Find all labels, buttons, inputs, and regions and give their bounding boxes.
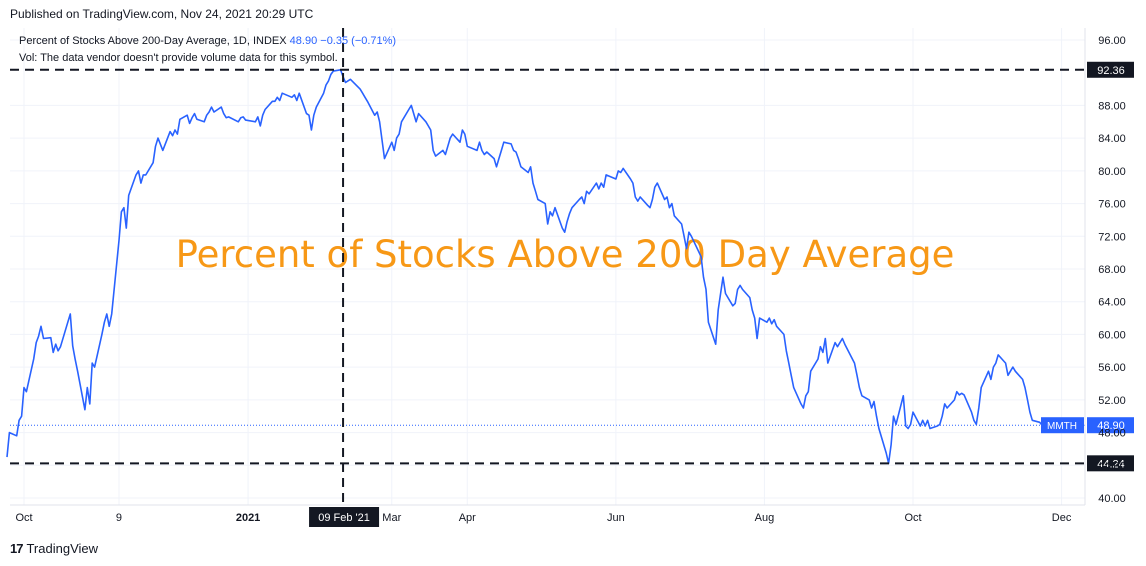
tradingview-brand: TradingView (26, 541, 99, 556)
x-tick-label: Aug (755, 512, 775, 524)
y-tick-label: 44.00 (1098, 460, 1126, 472)
y-tick-label: 96.00 (1098, 35, 1126, 47)
x-tick-label: 2021 (236, 512, 260, 524)
high-price-label: 92.36 (1097, 65, 1125, 77)
x-tick-label: Apr (459, 512, 476, 524)
x-tick-label: Jun (607, 512, 625, 524)
y-tick-label: 76.00 (1098, 199, 1126, 211)
series-layer (6, 69, 1043, 465)
y-tick-label: 72.00 (1098, 231, 1126, 243)
x-tick-label: Oct (15, 512, 32, 524)
y-tick-label: 40.00 (1098, 493, 1126, 505)
crosshair-date-box (309, 507, 380, 527)
symbol-legend[interactable]: Percent of Stocks Above 200-Day Average,… (19, 35, 396, 47)
volume-note: Vol: The data vendor doesn't provide vol… (19, 52, 338, 64)
y-tick-label: 48.00 (1098, 428, 1126, 440)
y-tick-label: 68.00 (1098, 264, 1126, 276)
symbol-tag: MMTH (1047, 421, 1077, 432)
watermark-layer: Percent of Stocks Above 200 Day Average (176, 233, 955, 276)
x-tick-label: 9 (116, 512, 122, 524)
x-tick-label: Dec (1052, 512, 1072, 524)
high-price-label-box (1087, 61, 1134, 78)
overlay-layer: 92.36 44.24 MMTH 48.90 09 Feb '21 (10, 28, 1134, 527)
series-line (6, 69, 1043, 465)
y-tick-label: 52.00 (1098, 395, 1126, 407)
symbol-title[interactable]: Percent of Stocks Above 200-Day Average,… (19, 35, 287, 47)
tradingview-logo[interactable]: 17 TradingView (10, 541, 98, 556)
y-tick-label: 88.00 (1098, 100, 1126, 112)
low-price-label-box (1087, 455, 1134, 472)
last-value: 48.90 (289, 35, 318, 47)
low-price-label: 44.24 (1097, 458, 1125, 470)
x-tick-label: Oct (904, 512, 921, 524)
y-tick-label: 84.00 (1098, 133, 1126, 145)
tradingview-logo-icon: 17 (10, 541, 24, 556)
x-tick-label: Mar (382, 512, 401, 524)
y-tick-label: 60.00 (1098, 329, 1126, 341)
last-price-label-box (1087, 417, 1134, 434)
published-note: Published on TradingView.com, Nov 24, 20… (10, 7, 314, 21)
symbol-tag-box (1041, 417, 1084, 434)
y-tick-label: 56.00 (1098, 362, 1126, 374)
y-tick-label: 80.00 (1098, 166, 1126, 178)
chart-watermark: Percent of Stocks Above 200 Day Average (176, 233, 955, 276)
change-value: −0.35 (−0.71%) (320, 35, 397, 47)
y-tick-label: 64.00 (1098, 297, 1126, 309)
crosshair-date-label: 09 Feb '21 (318, 512, 370, 524)
axis-layer: 40.00 44.00 48.00 52.00 56.00 60.00 64.00 68.00… (10, 28, 1126, 524)
grid (10, 28, 1085, 505)
last-price-label: 48.90 (1097, 420, 1125, 432)
